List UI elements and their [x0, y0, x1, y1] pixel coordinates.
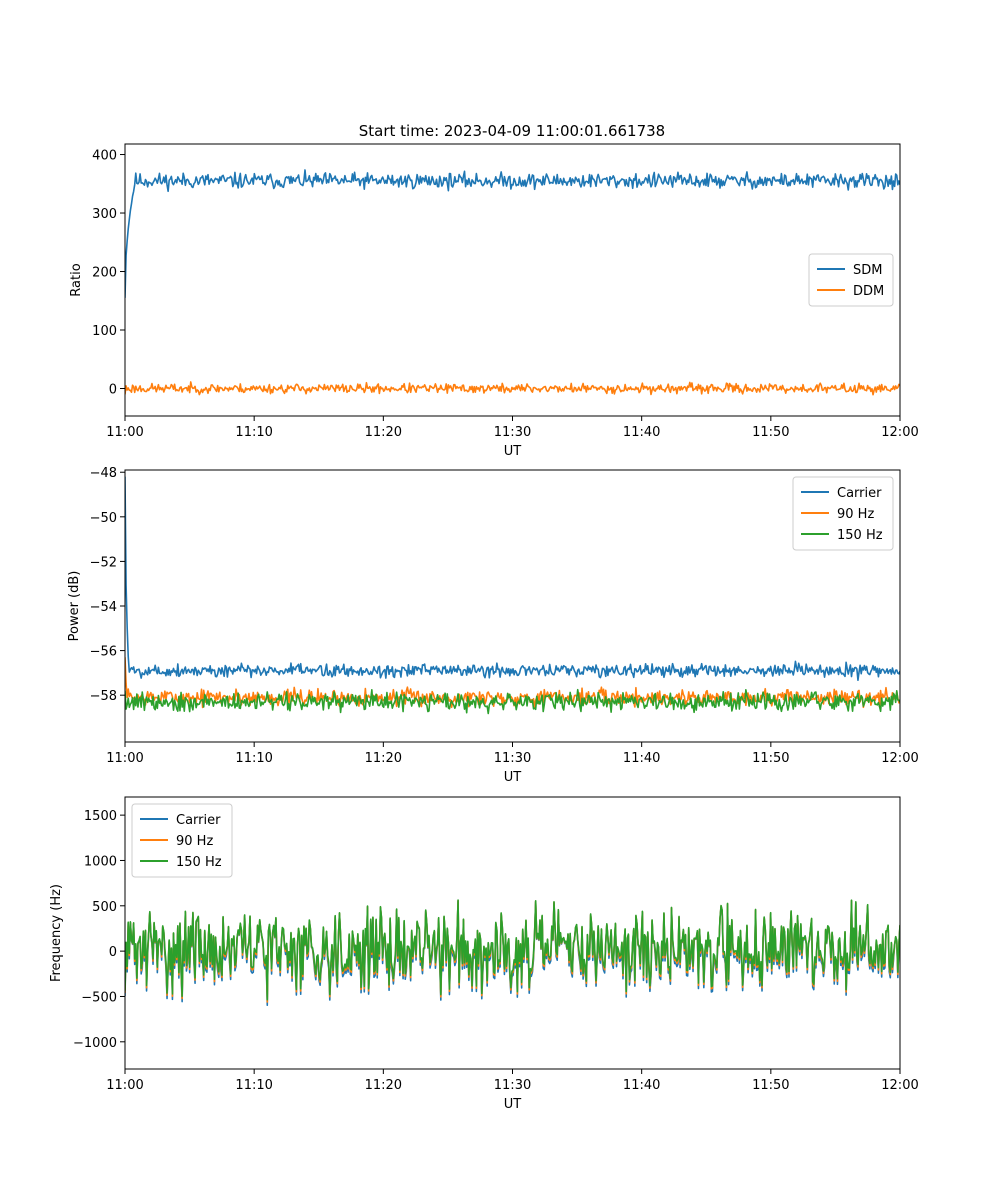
axes-1: 11:00 11:10 11:20 11:30 11:40 11:50 12:00 0 100 2…	[69, 143, 919, 459]
x-tick-label: 11:20	[365, 425, 402, 440]
x-tick-label: 11:40	[623, 425, 660, 440]
y-tick-label: −54	[90, 600, 117, 615]
x-tick-label: 11:50	[752, 751, 789, 766]
legend: SDM DDM	[808, 253, 894, 307]
legend-entry: Carrier	[837, 486, 882, 501]
legend-box	[808, 253, 894, 307]
figure-title: Start time: 2023-04-09 11:00:01.661738	[359, 122, 665, 140]
x-axis-label: UT	[504, 1097, 522, 1112]
legend: Carrier 90 Hz 150 Hz	[792, 476, 894, 551]
x-tick-label: 11:20	[365, 751, 402, 766]
y-tick-label: −52	[90, 555, 117, 570]
x-tick-label: 12:00	[881, 425, 918, 440]
plot-area-2	[125, 476, 900, 715]
x-tick-label: 11:10	[235, 425, 272, 440]
y-axis-label: Ratio	[69, 263, 84, 296]
legend-box	[792, 476, 894, 551]
y-tick-label: 0	[109, 383, 117, 398]
series-line-sdm	[125, 169, 900, 298]
x-axis-label: UT	[504, 770, 522, 785]
legend-entry: 90 Hz	[837, 507, 874, 522]
legend-box	[131, 803, 233, 878]
legend-entry: 90 Hz	[176, 834, 213, 849]
series-line-carrier	[125, 476, 900, 682]
x-tick-label: 11:30	[494, 1078, 531, 1093]
legend-entry: 150 Hz	[837, 528, 883, 543]
plot-area-3	[125, 899, 900, 1006]
x-tick-label: 11:10	[235, 751, 272, 766]
y-tick-label: 100	[92, 324, 117, 339]
y-tick-label: 500	[92, 900, 117, 915]
x-tick-label: 11:50	[752, 1078, 789, 1093]
axes-root: 11:00 11:10 11:20 11:30 11:40 11:50 12:00 0 100 2…	[49, 143, 919, 1112]
legend-entry: SDM	[853, 263, 882, 278]
series-line-ddm	[125, 381, 900, 396]
x-tick-label: 11:00	[106, 1078, 143, 1093]
x-tick-label: 11:50	[752, 425, 789, 440]
x-tick-label: 12:00	[881, 751, 918, 766]
y-tick-label: 1500	[84, 809, 117, 824]
y-axis-label: Frequency (Hz)	[49, 884, 64, 982]
y-tick-label: −1000	[73, 1036, 117, 1051]
y-tick-label: 300	[92, 207, 117, 222]
y-tick-label: −56	[90, 645, 117, 660]
x-tick-label: 11:00	[106, 751, 143, 766]
y-axis-label: Power (dB)	[67, 571, 82, 642]
plot-area-1	[125, 169, 900, 396]
y-tick-label: −48	[90, 466, 117, 481]
y-tick-label: 200	[92, 266, 117, 281]
x-tick-label: 11:00	[106, 425, 143, 440]
legend: Carrier 90 Hz 150 Hz	[131, 803, 233, 878]
x-tick-label: 11:30	[494, 425, 531, 440]
y-tick-label: 1000	[84, 854, 117, 869]
x-tick-label: 12:00	[881, 1078, 918, 1093]
y-tick-label: −58	[90, 689, 117, 704]
x-tick-label: 11:40	[623, 1078, 660, 1093]
x-tick-label: 11:20	[365, 1078, 402, 1093]
series-line-150-hz	[125, 899, 900, 1001]
x-tick-label: 11:30	[494, 751, 531, 766]
y-tick-label: −50	[90, 511, 117, 526]
y-tick-label: 0	[109, 945, 117, 960]
axes-2: 11:00 11:10 11:20 11:30 11:40 11:50 12:00 −58 −5…	[67, 466, 919, 785]
y-tick-label: 400	[92, 149, 117, 164]
x-axis-label: UT	[504, 444, 522, 459]
axes-3: 11:00 11:10 11:20 11:30 11:40 11:50 12:00 −1000…	[49, 796, 919, 1112]
legend-entry: DDM	[853, 284, 884, 299]
legend-entry: Carrier	[176, 813, 221, 828]
x-tick-label: 11:40	[623, 751, 660, 766]
x-tick-label: 11:10	[235, 1078, 272, 1093]
y-tick-label: −500	[81, 990, 117, 1005]
series-line-150-hz	[125, 688, 900, 715]
legend-entry: 150 Hz	[176, 855, 222, 870]
